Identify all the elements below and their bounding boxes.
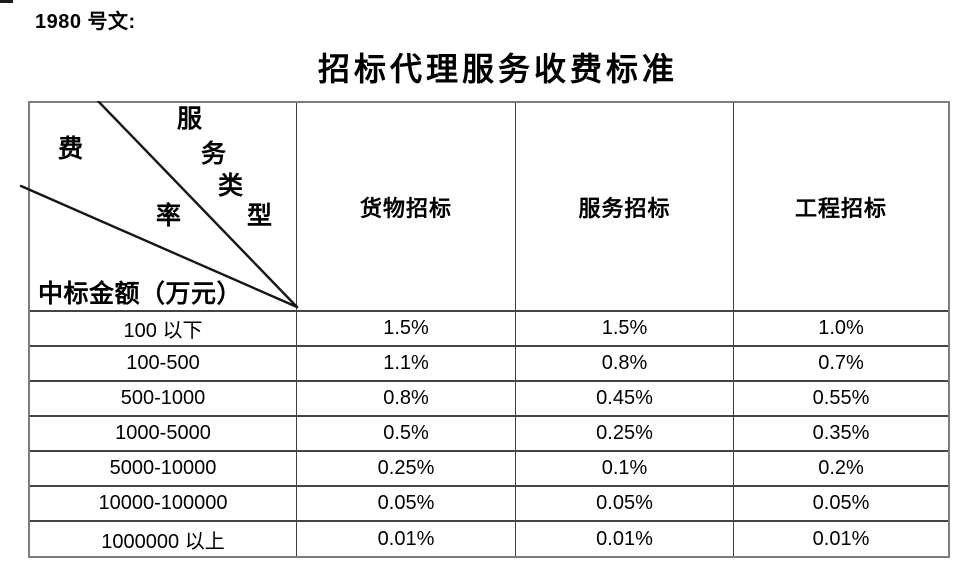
corner-header-cell: 服 务 类 型 费 率 中标金额（万元） [19,101,299,310]
fee-value-cell: 0.8% [296,380,515,415]
row-range-cell: 10000-100000 [30,485,296,520]
diagonal-divider-lines [19,101,299,309]
fee-value-cell: 1.1% [296,345,515,380]
fee-value-cell: 0.25% [515,415,733,450]
service-type-char: 类 [218,173,244,200]
page-title: 招标代理服务收费标准 [318,51,679,87]
row-range-cell: 5000-10000 [30,450,296,485]
rate-char: 率 [156,203,182,230]
rate-char: 费 [58,136,84,163]
fee-value-cell: 0.01% [296,520,515,556]
fee-value-cell: 0.45% [515,380,733,415]
row-range-cell: 1000-5000 [30,415,296,450]
fee-standard-table: 服 务 类 型 费 率 中标金额（万元） 货物招标 服务招标 工程招标 100 … [19,101,950,558]
row-range-cell: 100-500 [30,345,296,380]
fee-value-cell: 0.05% [515,485,733,520]
page-corner-mark [0,0,13,3]
fee-value-cell: 0.01% [733,520,948,556]
fee-value-cell: 0.05% [296,485,515,520]
service-type-char: 服 [177,106,203,133]
row-range-cell: 100 以下 [30,310,296,345]
column-header-goods: 货物招标 [296,103,515,310]
row-range-cell: 1000000 以上 [30,520,296,556]
column-header-service: 服务招标 [515,103,733,310]
service-type-char: 型 [247,203,273,230]
fee-value-cell: 0.55% [733,380,948,415]
fee-value-cell: 1.5% [515,310,733,345]
amount-axis-label: 中标金额（万元） [38,281,243,308]
doc-number: 1980 号文: [35,11,136,33]
fee-value-cell: 0.05% [733,485,948,520]
fee-value-cell: 0.1% [515,450,733,485]
fee-value-cell: 0.5% [296,415,515,450]
fee-value-cell: 0.01% [515,520,733,556]
fee-value-cell: 1.5% [296,310,515,345]
fee-value-cell: 1.0% [733,310,948,345]
row-range-cell: 500-1000 [30,380,296,415]
service-type-char: 务 [201,141,227,168]
fee-value-cell: 0.2% [733,450,948,485]
fee-value-cell: 0.35% [733,415,948,450]
fee-value-cell: 0.7% [733,345,948,380]
column-header-engineering: 工程招标 [733,103,948,310]
fee-value-cell: 0.25% [296,450,515,485]
fee-value-cell: 0.8% [515,345,733,380]
